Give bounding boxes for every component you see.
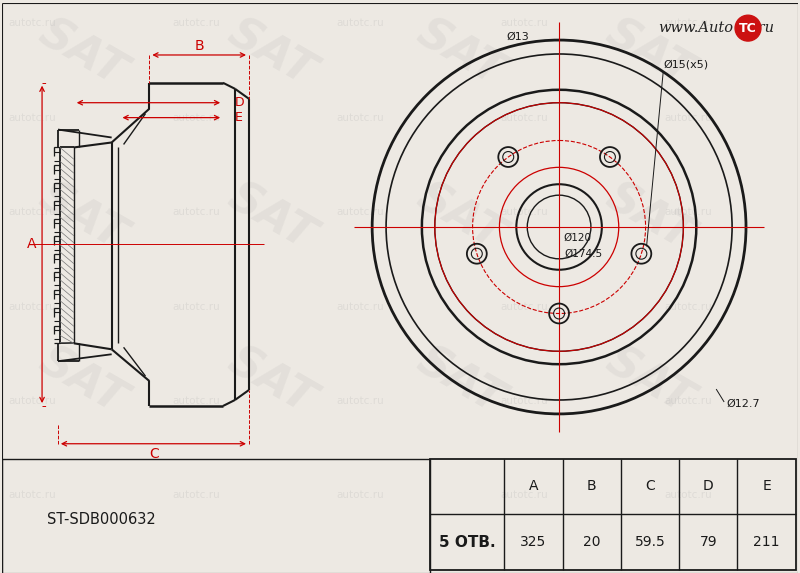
Text: autotc.ru: autotc.ru xyxy=(501,18,548,28)
Text: autotc.ru: autotc.ru xyxy=(665,207,712,217)
Text: 20: 20 xyxy=(583,535,601,549)
Text: SAT: SAT xyxy=(220,339,322,423)
Text: Ø12.7: Ø12.7 xyxy=(726,399,760,409)
Text: SAT: SAT xyxy=(220,175,322,259)
Text: 5 ОТВ.: 5 ОТВ. xyxy=(439,535,495,550)
Text: 79: 79 xyxy=(699,535,717,549)
Text: Ø174.5: Ø174.5 xyxy=(564,249,602,259)
Text: Ø13: Ø13 xyxy=(506,32,529,42)
Text: D: D xyxy=(703,480,714,493)
Text: E: E xyxy=(762,480,771,493)
Text: autotc.ru: autotc.ru xyxy=(665,301,712,312)
Text: 211: 211 xyxy=(754,535,780,549)
Text: autotc.ru: autotc.ru xyxy=(665,490,712,500)
Text: B: B xyxy=(587,480,597,493)
Text: autotc.ru: autotc.ru xyxy=(8,301,56,312)
Text: autotc.ru: autotc.ru xyxy=(172,301,220,312)
Text: Ø120: Ø120 xyxy=(563,233,591,243)
Text: SAT: SAT xyxy=(31,339,133,423)
Text: autotc.ru: autotc.ru xyxy=(336,113,384,123)
Text: autotc.ru: autotc.ru xyxy=(336,301,384,312)
Circle shape xyxy=(735,15,761,41)
Text: autotc.ru: autotc.ru xyxy=(336,207,384,217)
Text: TC: TC xyxy=(739,22,757,34)
Text: .ru: .ru xyxy=(754,21,775,35)
Bar xyxy=(430,458,796,570)
Text: SAT: SAT xyxy=(598,11,699,95)
Text: A: A xyxy=(27,237,37,251)
Text: C: C xyxy=(150,447,159,461)
Text: A: A xyxy=(529,480,538,493)
Text: 325: 325 xyxy=(521,535,546,549)
Text: autotc.ru: autotc.ru xyxy=(336,490,384,500)
Text: autotc.ru: autotc.ru xyxy=(665,113,712,123)
Text: autotc.ru: autotc.ru xyxy=(172,396,220,406)
Text: 59.5: 59.5 xyxy=(634,535,666,549)
Text: autotc.ru: autotc.ru xyxy=(8,113,56,123)
Text: autotc.ru: autotc.ru xyxy=(501,207,548,217)
Text: autotc.ru: autotc.ru xyxy=(336,396,384,406)
Text: SAT: SAT xyxy=(598,175,699,259)
Text: autotc.ru: autotc.ru xyxy=(8,490,56,500)
Text: autotc.ru: autotc.ru xyxy=(172,490,220,500)
Text: SAT: SAT xyxy=(409,175,510,259)
Text: SAT: SAT xyxy=(409,11,510,95)
Text: Ø15(x5): Ø15(x5) xyxy=(663,60,709,70)
Text: B: B xyxy=(194,39,204,53)
Text: E: E xyxy=(235,111,243,124)
Text: autotc.ru: autotc.ru xyxy=(8,207,56,217)
Text: autotc.ru: autotc.ru xyxy=(336,18,384,28)
Text: SAT: SAT xyxy=(598,339,699,423)
Text: D: D xyxy=(235,96,245,109)
Text: autotc.ru: autotc.ru xyxy=(172,207,220,217)
Text: www.Auto: www.Auto xyxy=(658,21,734,35)
Text: SAT: SAT xyxy=(31,11,133,95)
Text: SAT: SAT xyxy=(31,175,133,259)
Text: autotc.ru: autotc.ru xyxy=(501,396,548,406)
Text: autotc.ru: autotc.ru xyxy=(172,113,220,123)
Text: autotc.ru: autotc.ru xyxy=(8,396,56,406)
Text: SAT: SAT xyxy=(409,339,510,423)
Text: autotc.ru: autotc.ru xyxy=(501,301,548,312)
Text: autotc.ru: autotc.ru xyxy=(501,113,548,123)
Text: SAT: SAT xyxy=(220,11,322,95)
Text: C: C xyxy=(645,480,655,493)
Text: autotc.ru: autotc.ru xyxy=(501,490,548,500)
Text: autotc.ru: autotc.ru xyxy=(665,396,712,406)
Text: autotc.ru: autotc.ru xyxy=(172,18,220,28)
Text: ST-SDB000632: ST-SDB000632 xyxy=(47,512,156,527)
Text: autotc.ru: autotc.ru xyxy=(8,18,56,28)
Text: autotc.ru: autotc.ru xyxy=(665,18,712,28)
